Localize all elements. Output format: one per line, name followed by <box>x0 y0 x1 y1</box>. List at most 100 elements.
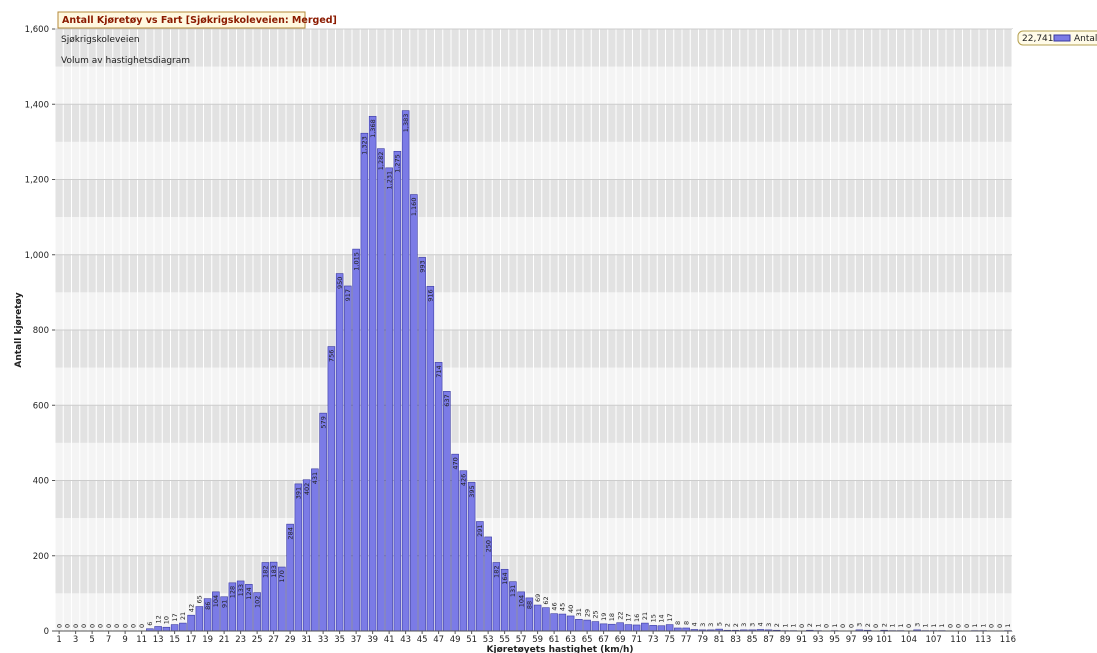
x-tick-label: 21 <box>219 635 230 645</box>
x-tick-label: 113 <box>975 635 991 645</box>
bar <box>616 622 624 632</box>
bar <box>385 167 393 632</box>
bar <box>377 148 385 632</box>
x-tick-label: 23 <box>235 635 246 645</box>
x-tick-label: 63 <box>565 635 576 645</box>
bar <box>451 453 459 632</box>
x-tick-label: 101 <box>876 635 892 645</box>
value-label: 1 <box>971 623 979 627</box>
x-tick-label: 3 <box>73 635 78 645</box>
y-tick-label: 1,000 <box>25 251 49 261</box>
x-tick-label: 71 <box>631 635 642 645</box>
value-label: 17 <box>666 613 674 621</box>
x-axis-title: Kjøretøyets hastighet (km/h) <box>487 645 634 653</box>
value-label: 0 <box>88 624 96 628</box>
bar <box>657 625 666 632</box>
value-label: 1 <box>897 623 905 627</box>
value-label: 14 <box>658 614 666 622</box>
value-label: 46 <box>550 602 558 610</box>
value-label: 16 <box>633 614 641 622</box>
value-label: 2 <box>724 623 732 627</box>
value-label: 3 <box>699 623 707 627</box>
annotation: Volum av hastighetsdiagram <box>61 56 190 66</box>
value-label: 1 <box>938 623 946 627</box>
x-tick-label: 97 <box>846 635 857 645</box>
x-tick-label: 47 <box>433 635 444 645</box>
x-tick-label: 13 <box>153 635 164 645</box>
value-label: 65 <box>196 595 204 603</box>
value-label: 1 <box>979 623 987 627</box>
value-label: 0 <box>905 624 913 628</box>
x-tick-label: 107 <box>926 635 942 645</box>
x-tick-label: 17 <box>186 635 197 645</box>
value-label: 0 <box>823 624 831 628</box>
value-label: 1,015 <box>352 252 360 271</box>
bar <box>599 623 608 632</box>
x-tick-label: 31 <box>301 635 312 645</box>
value-label: 1 <box>790 623 798 627</box>
bar <box>566 615 575 632</box>
y-tick-label: 200 <box>33 552 49 562</box>
value-label: 0 <box>55 624 63 628</box>
value-label: 86 <box>204 602 212 610</box>
x-tick-label: 73 <box>648 635 659 645</box>
x-tick-label: 77 <box>681 635 692 645</box>
x-tick-label: 45 <box>417 635 428 645</box>
value-label: 1 <box>930 623 938 627</box>
bar <box>352 248 360 632</box>
y-axis-title: Antall kjøretøy <box>14 292 24 367</box>
x-tick-label: 116 <box>1000 635 1016 645</box>
bar <box>591 621 600 632</box>
bar <box>467 482 476 632</box>
value-label: 8 <box>682 621 690 625</box>
value-label: 2 <box>864 623 872 627</box>
bar <box>187 614 195 632</box>
value-label: 0 <box>946 624 954 628</box>
bar <box>632 624 641 632</box>
value-label: 104 <box>212 595 220 607</box>
value-label: 0 <box>130 624 138 628</box>
value-label: 2 <box>880 623 888 627</box>
bar <box>608 623 616 632</box>
value-label: 1,368 <box>369 119 377 138</box>
bar <box>327 346 336 632</box>
value-label: 0 <box>963 624 971 628</box>
x-tick-label: 104 <box>901 635 917 645</box>
value-label: 0 <box>955 624 963 628</box>
value-label: 170 <box>278 570 286 582</box>
bar <box>294 483 303 632</box>
value-label: 2 <box>806 623 814 627</box>
value-label: 1,323 <box>361 136 369 155</box>
value-label: 756 <box>328 350 336 362</box>
x-tick-label: 1 <box>56 635 61 645</box>
x-tick-label: 29 <box>285 635 296 645</box>
value-label: 131 <box>509 585 517 597</box>
value-label: 250 <box>484 540 492 552</box>
value-label: 182 <box>493 566 501 578</box>
x-tick-label: 33 <box>318 635 329 645</box>
x-tick-label: 75 <box>664 635 675 645</box>
bar <box>401 110 410 632</box>
x-tick-label: 7 <box>106 635 111 645</box>
bar <box>434 362 443 632</box>
y-tick-label: 800 <box>33 326 49 336</box>
value-label: 470 <box>451 457 459 469</box>
bar <box>575 619 583 632</box>
bar <box>302 479 311 632</box>
value-label: 0 <box>113 624 121 628</box>
value-label: 19 <box>600 613 608 621</box>
value-label: 1 <box>814 623 822 627</box>
x-tick-label: 79 <box>697 635 708 645</box>
value-label: 1 <box>889 623 897 627</box>
y-tick-label: 600 <box>33 401 49 411</box>
value-label: 91 <box>220 600 228 608</box>
x-tick-label: 49 <box>450 635 461 645</box>
x-tick-label: 110 <box>950 635 966 645</box>
value-label: 42 <box>187 604 195 612</box>
value-label: 18 <box>608 613 616 621</box>
y-tick-label: 1,600 <box>25 25 49 35</box>
legend-label: Antall <box>1074 34 1097 44</box>
value-label: 21 <box>179 612 187 620</box>
value-label: 0 <box>121 624 129 628</box>
bar <box>335 273 344 632</box>
